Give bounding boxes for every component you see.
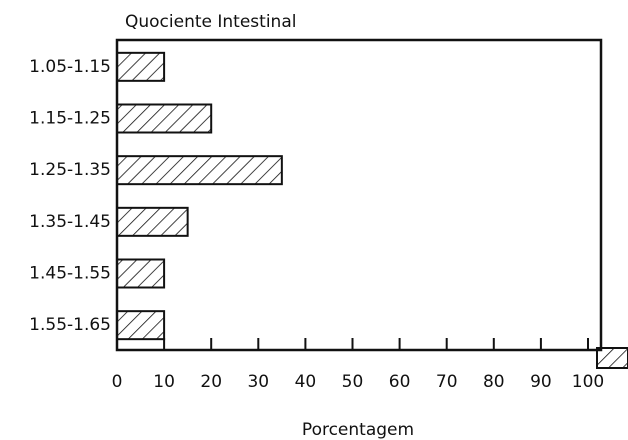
bar [116,155,283,186]
y-tick-label: 1.05-1.15 [29,57,111,77]
bar [116,310,166,341]
x-tick-label: 20 [200,372,222,392]
legend-swatch [596,347,628,369]
x-tick-label: 50 [342,372,364,392]
y-tick-label: 1.55-1.65 [29,315,111,335]
y-tick-label: 1.45-1.55 [29,264,111,284]
x-tick-label: 90 [530,372,552,392]
x-tick-label: 10 [153,372,175,392]
y-tick-label: 1.15-1.25 [29,109,111,129]
x-tick-label: 40 [295,372,317,392]
x-tick-label: 60 [389,372,411,392]
bar [116,206,189,237]
y-tick-label: 1.25-1.35 [29,160,111,180]
bar [116,258,166,289]
x-tick-label: 0 [112,372,123,392]
bar [116,51,166,82]
x-tick-label: 80 [483,372,505,392]
x-axis-label: Porcentagem [302,420,414,440]
chart-title: Quociente Intestinal [125,12,296,32]
x-tick-label: 30 [247,372,269,392]
x-tick-label: 70 [436,372,458,392]
plot-frame [115,38,603,352]
bar [116,103,213,134]
x-tick-label: 100 [572,372,604,392]
y-tick-label: 1.35-1.45 [29,212,111,232]
